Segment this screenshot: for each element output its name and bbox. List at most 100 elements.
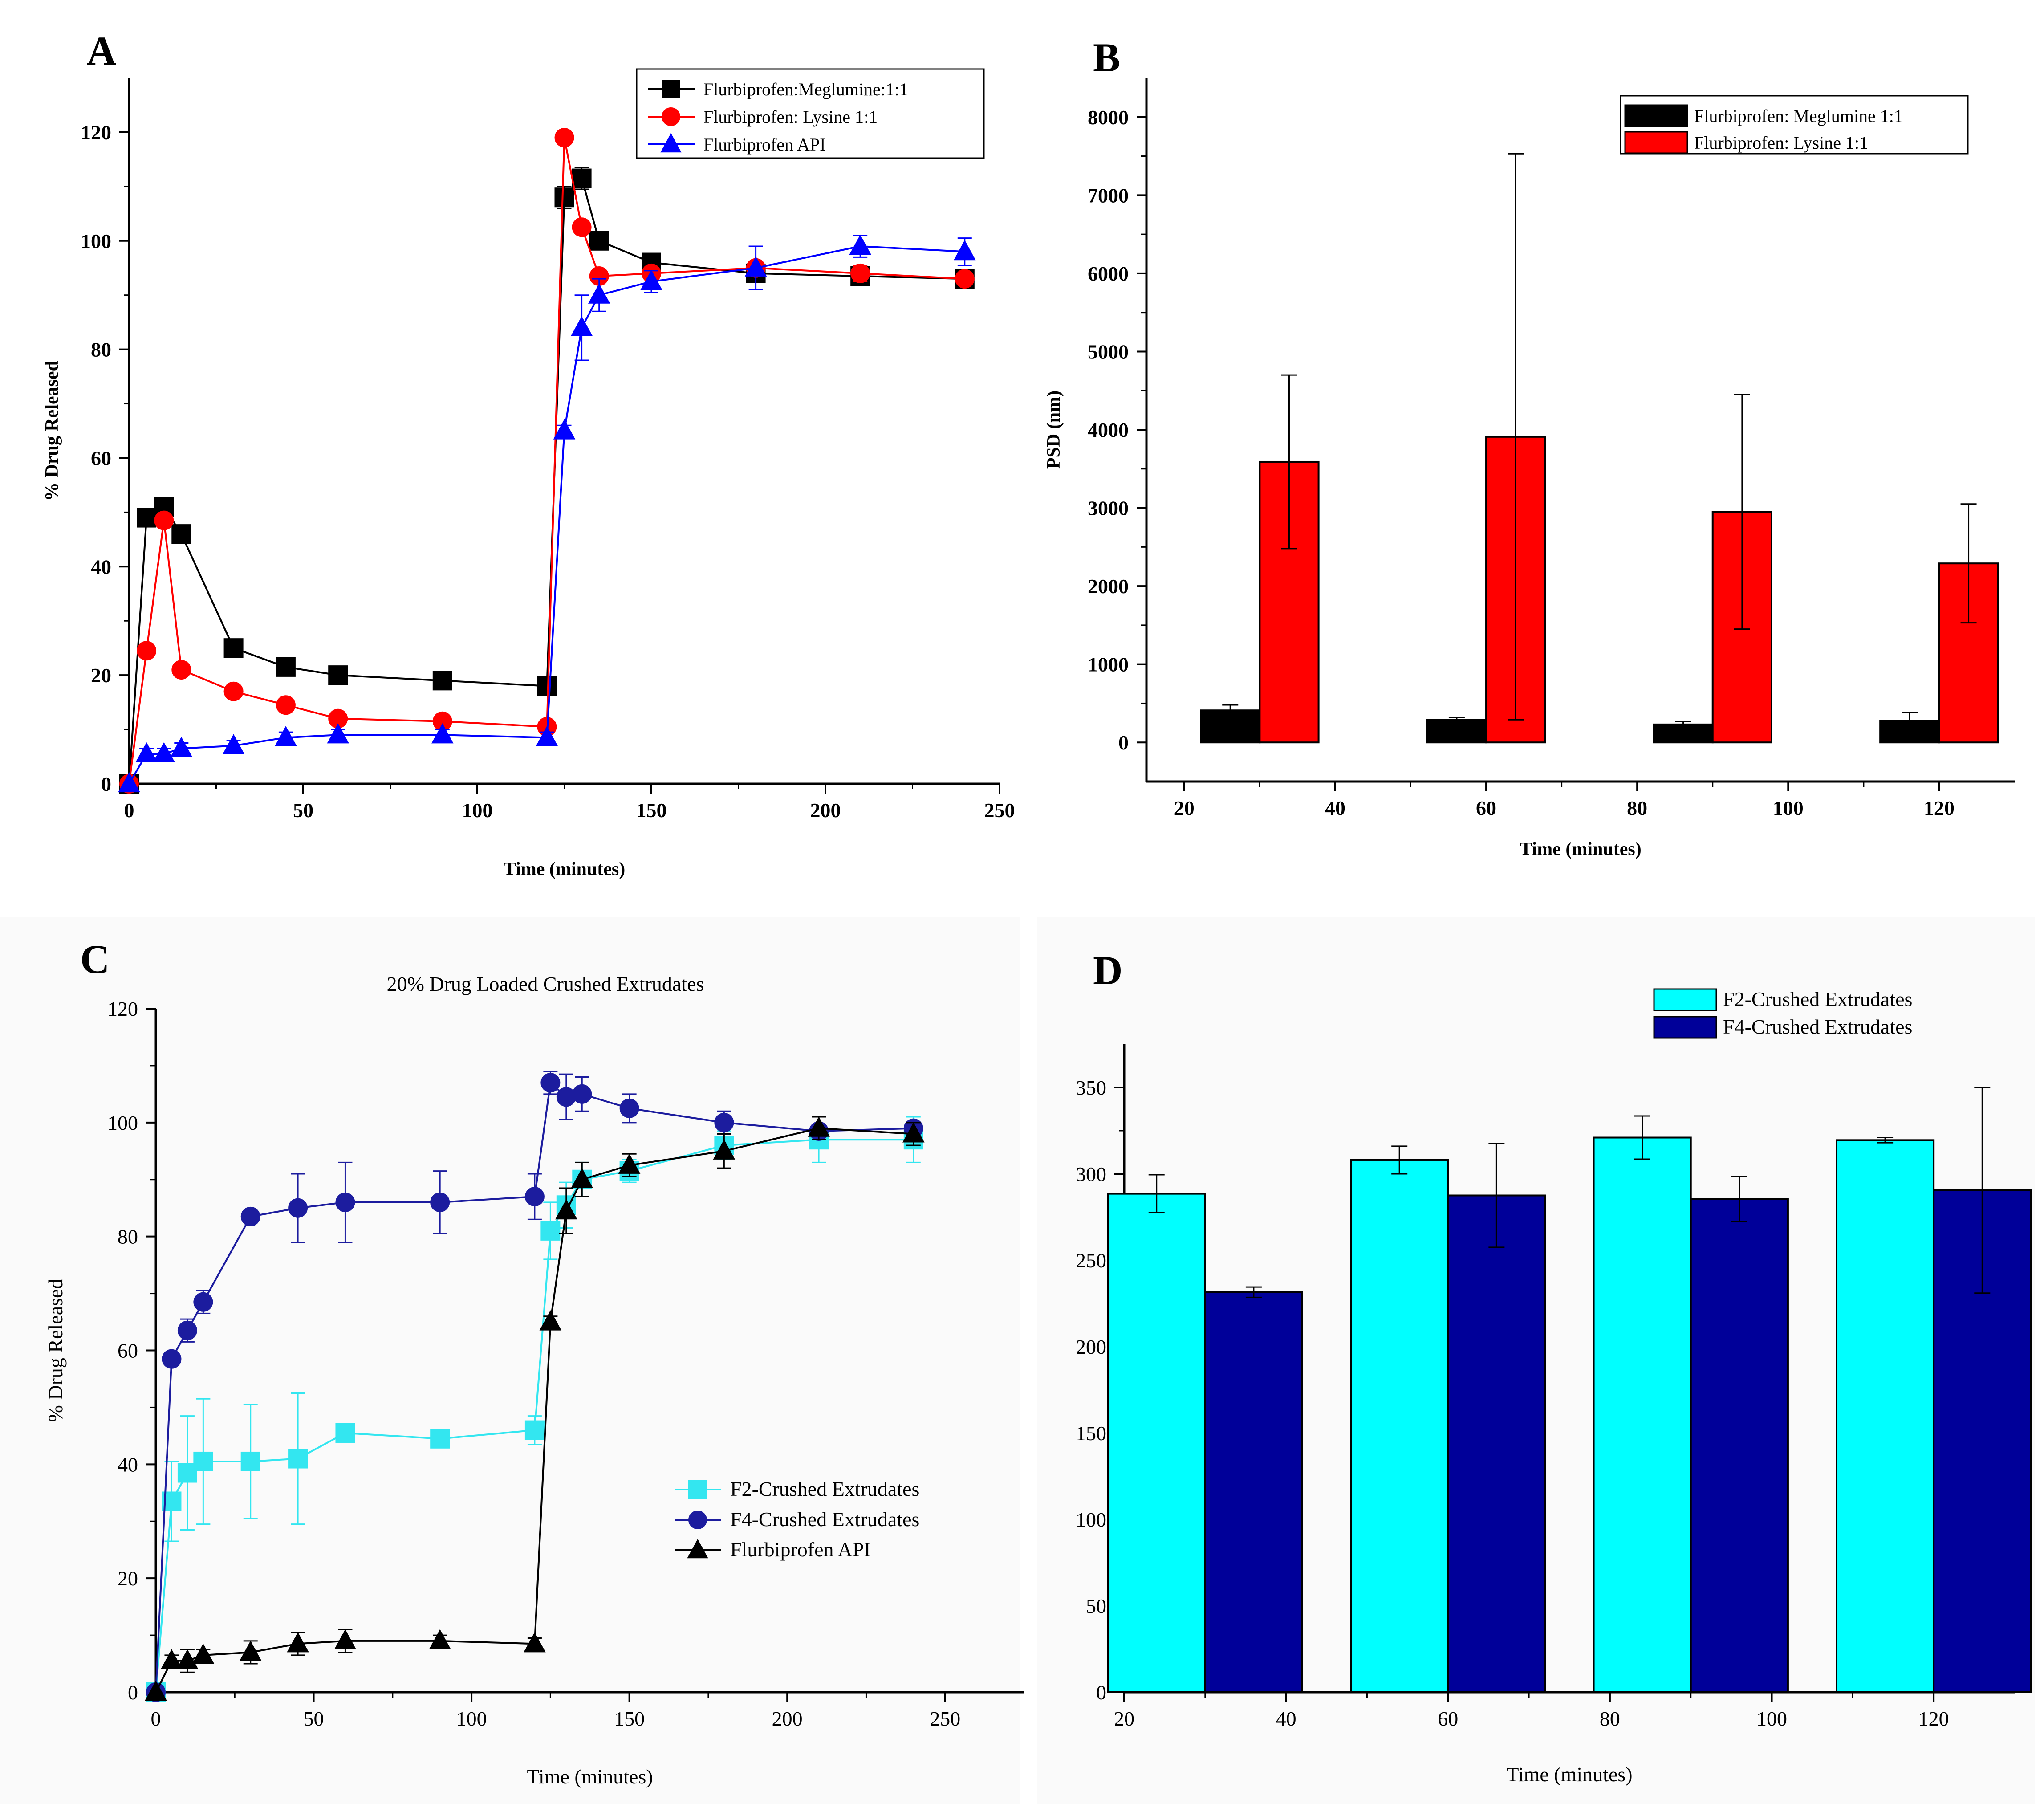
data-point [193, 1451, 213, 1471]
y-axis-label: % Drug Released [42, 361, 62, 501]
data-point [170, 737, 193, 757]
y-tick-label: 3000 [1088, 497, 1129, 520]
data-point [137, 508, 157, 528]
data-point [240, 1451, 260, 1471]
data-point [223, 681, 244, 701]
x-tick-label: 20 [1114, 1707, 1134, 1730]
data-point [223, 638, 244, 658]
bar [1204, 1291, 1303, 1693]
y-tick-label: 5000 [1088, 340, 1129, 363]
series-line [128, 245, 965, 785]
x-tick-label: 60 [1438, 1707, 1458, 1730]
data-point [537, 676, 557, 696]
chart-panel-c: 0 20 40 60 80 100 120 0 50 100 150 200 250 Time (minu… [44, 973, 1024, 1788]
y-tick-label: 6000 [1088, 262, 1129, 285]
data-point [276, 657, 296, 677]
y-tick-label: 100 [107, 1112, 138, 1134]
data-point [902, 1122, 925, 1143]
y-tick-label: 2000 [1088, 575, 1129, 598]
y-tick-label: 120 [81, 121, 111, 144]
series-line [155, 1081, 914, 1693]
legend-label: F2-Crushed Extrudates [730, 1478, 919, 1500]
x-tick-label: 50 [293, 799, 313, 822]
y-tick-label: 0 [128, 1681, 138, 1704]
data-point [171, 524, 191, 544]
x-tick-label: 120 [1924, 797, 1955, 819]
x-tick-label: 100 [456, 1707, 487, 1730]
data-point [137, 641, 157, 661]
y-tick-label: 0 [1096, 1681, 1106, 1704]
data-point [288, 1198, 308, 1218]
data-point [154, 510, 174, 530]
legend-swatch [1624, 104, 1688, 127]
data-point [849, 234, 871, 255]
chart-title: 20% Drug Loaded Crushed Extrudates [387, 973, 704, 995]
legend: F2-Crushed Extrudates F4-Crushed Extrudat… [1653, 988, 1912, 1039]
y-tick-label: 60 [91, 447, 111, 469]
data-point [572, 168, 592, 188]
data-point [145, 1680, 167, 1701]
bar [1350, 1159, 1449, 1693]
y-tick-label: 40 [91, 555, 111, 578]
bar [1836, 1139, 1935, 1694]
y-tick-label: 0 [1118, 731, 1129, 754]
data-point [118, 772, 140, 793]
data-point [536, 726, 558, 746]
panel-letter-a: A [87, 28, 116, 73]
legend-label: F4-Crushed Extrudates [730, 1508, 919, 1531]
data-point [955, 269, 975, 289]
data-point [589, 231, 609, 251]
data-point [430, 1192, 450, 1212]
x-tick-label: 0 [124, 799, 134, 822]
data-point [171, 660, 191, 680]
y-axis-label: % Drug Released [44, 1279, 67, 1422]
data-point [192, 1643, 215, 1664]
chart-panel-d: 0 50 100 150 200 250 300 350 20 40 60 80 100 120 Time … [1076, 988, 2032, 1786]
chart-panel-b: 0 1000 2000 3000 4000 5000 6000 7000 8000 20 40 60 8… [1044, 78, 2015, 859]
data-point [335, 1192, 355, 1212]
data-point [524, 1420, 545, 1440]
legend-label: Flurbiprofen API [703, 134, 825, 155]
x-tick-label: 120 [1918, 1707, 1949, 1730]
y-tick-label: 80 [91, 338, 111, 361]
data-point [540, 1073, 561, 1093]
bar [1447, 1194, 1546, 1693]
legend-label: Flurbiprofen API [730, 1538, 871, 1561]
y-tick-label: 200 [1076, 1335, 1106, 1358]
data-point [713, 1139, 736, 1160]
x-tick-label: 40 [1276, 1707, 1296, 1730]
x-tick-label: 250 [984, 799, 1015, 822]
data-point [714, 1112, 734, 1132]
data-point [160, 1649, 183, 1669]
data-point [222, 734, 245, 754]
legend-label: F4-Crushed Extrudates [1723, 1015, 1912, 1038]
legend-swatch [1624, 131, 1688, 154]
data-point [554, 187, 574, 208]
bar [1426, 719, 1487, 744]
data-point [162, 1349, 182, 1369]
x-tick-label: 50 [304, 1707, 324, 1730]
x-axis-label: Time (minutes) [527, 1765, 653, 1788]
data-point [555, 1199, 577, 1220]
data-point [276, 695, 296, 715]
x-axis-label: Time (minutes) [504, 859, 625, 879]
y-tick-label: 8000 [1088, 106, 1129, 129]
data-point [524, 1632, 546, 1653]
y-tick-label: 250 [1076, 1249, 1106, 1272]
legend-swatch [1653, 1016, 1717, 1039]
data-point [429, 1629, 451, 1649]
legend-marker [688, 1511, 707, 1529]
data-point [287, 1632, 309, 1653]
x-axis-label: Time (minutes) [1506, 1763, 1632, 1786]
data-point [430, 1429, 450, 1449]
data-point [618, 1153, 641, 1174]
panel-letter-b: B [1093, 35, 1120, 80]
data-point [524, 1187, 545, 1207]
y-tick-label: 4000 [1088, 419, 1129, 441]
legend: Flurbiprofen:Meglumine:1:1 Flurbiprofen: … [636, 68, 985, 159]
data-point [135, 742, 158, 763]
data-point [334, 1629, 357, 1649]
legend-label: Flurbiprofen: Lysine 1:1 [1694, 133, 1868, 153]
y-tick-label: 100 [81, 230, 111, 252]
data-point [539, 1310, 562, 1331]
